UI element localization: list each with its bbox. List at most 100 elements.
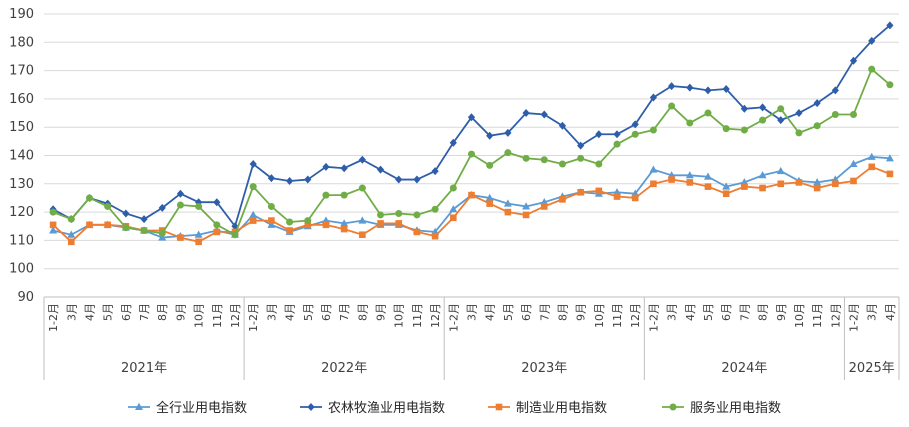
legend-label: 服务业用电指数 [690,400,781,416]
data-point [340,164,348,173]
x-tick-label: 1-2月 [247,303,260,332]
x-tick-label: 12月 [629,303,642,328]
data-point [358,216,367,224]
data-point [504,128,512,137]
data-point [395,220,403,227]
data-point [450,214,457,222]
data-point [868,163,876,171]
data-point [67,238,75,246]
x-tick-label: 4月 [484,303,497,321]
data-point [558,121,567,130]
x-tick-label: 10月 [393,303,406,328]
data-point [795,179,803,186]
series-2 [49,163,894,246]
x-tick-label: 11月 [611,303,624,328]
x-tick-label: 6月 [720,303,733,321]
data-point [195,238,202,246]
data-point [685,171,694,179]
data-point [668,176,675,183]
data-point [722,84,730,93]
x-tick-label: 6月 [320,303,333,321]
x-tick-label: 9月 [775,303,788,321]
data-point [703,172,712,180]
data-point [631,194,639,202]
data-point [522,211,530,219]
series-3 [49,65,894,239]
legend-marker [669,403,677,411]
data-point [758,171,767,179]
data-point [267,202,275,210]
data-point [740,126,748,134]
x-tick-label: 9月 [575,303,588,321]
data-point [485,193,494,201]
y-axis-ticks: 90 100 110 120 130 140 150 160 170 180 190 [9,7,34,305]
x-tick-label: 7月 [338,303,351,321]
data-point [777,180,785,188]
x-tick-label: 6月 [520,303,533,321]
legend-marker [135,402,143,410]
data-point [722,182,731,190]
data-point [813,184,821,192]
data-point [832,180,839,188]
data-point [776,166,785,175]
data-point [340,225,348,233]
data-point [286,227,293,234]
data-point [213,198,221,207]
data-point [595,187,603,195]
x-tick-label: 5月 [702,303,715,321]
x-tick-label: 11月 [211,303,224,328]
y-tick-label: 130 [9,177,34,192]
data-point [467,113,476,122]
data-point [358,155,366,164]
data-point [140,226,148,234]
data-point [213,228,221,236]
data-point [249,210,258,218]
y-tick-label: 90 [17,290,34,305]
x-tick-label: 11月 [411,303,424,328]
data-point [759,184,766,192]
y-tick-label: 100 [9,262,34,277]
data-point [740,104,748,113]
legend-marker [307,403,315,411]
data-point [813,122,821,130]
x-tick-label: 5月 [502,303,515,321]
x-tick-label: 1-2月 [647,303,660,332]
data-point [759,116,767,124]
data-point [195,202,203,210]
x-tick-label: 10月 [793,303,806,328]
data-point [285,176,294,185]
series-group [49,21,894,246]
x-tick-label: 12月 [229,303,242,328]
y-tick-label: 170 [9,64,34,79]
x-tick-label: 4月 [884,303,897,321]
data-point [886,21,894,30]
data-point [268,217,275,224]
y-tick-label: 110 [9,233,34,248]
y-tick-label: 140 [9,149,34,164]
data-point [595,130,603,139]
x-tick-label: 5月 [102,303,115,321]
legend: 全行业用电指数 农林牧渔业用电指数 制造业用电指数 服务业用电指数 [128,400,781,416]
data-point [413,228,421,236]
data-point [231,231,239,239]
legend-label: 全行业用电指数 [156,400,247,416]
data-point [540,110,548,119]
data-point [122,209,130,218]
data-point [468,191,475,199]
data-point [67,230,76,238]
x-tick-label: 10月 [593,303,606,328]
x-tick-label: 7月 [138,303,151,321]
x-tick-label: 12月 [429,303,442,328]
data-point [67,215,75,223]
year-label: 2023年 [521,361,567,376]
data-point [449,138,457,147]
data-point [540,156,548,164]
data-point [704,86,712,95]
data-point [249,217,257,224]
year-label: 2021年 [121,361,167,376]
data-point [359,231,366,239]
x-tick-label: 8月 [156,303,169,321]
data-point [504,208,512,216]
data-point [158,229,166,237]
